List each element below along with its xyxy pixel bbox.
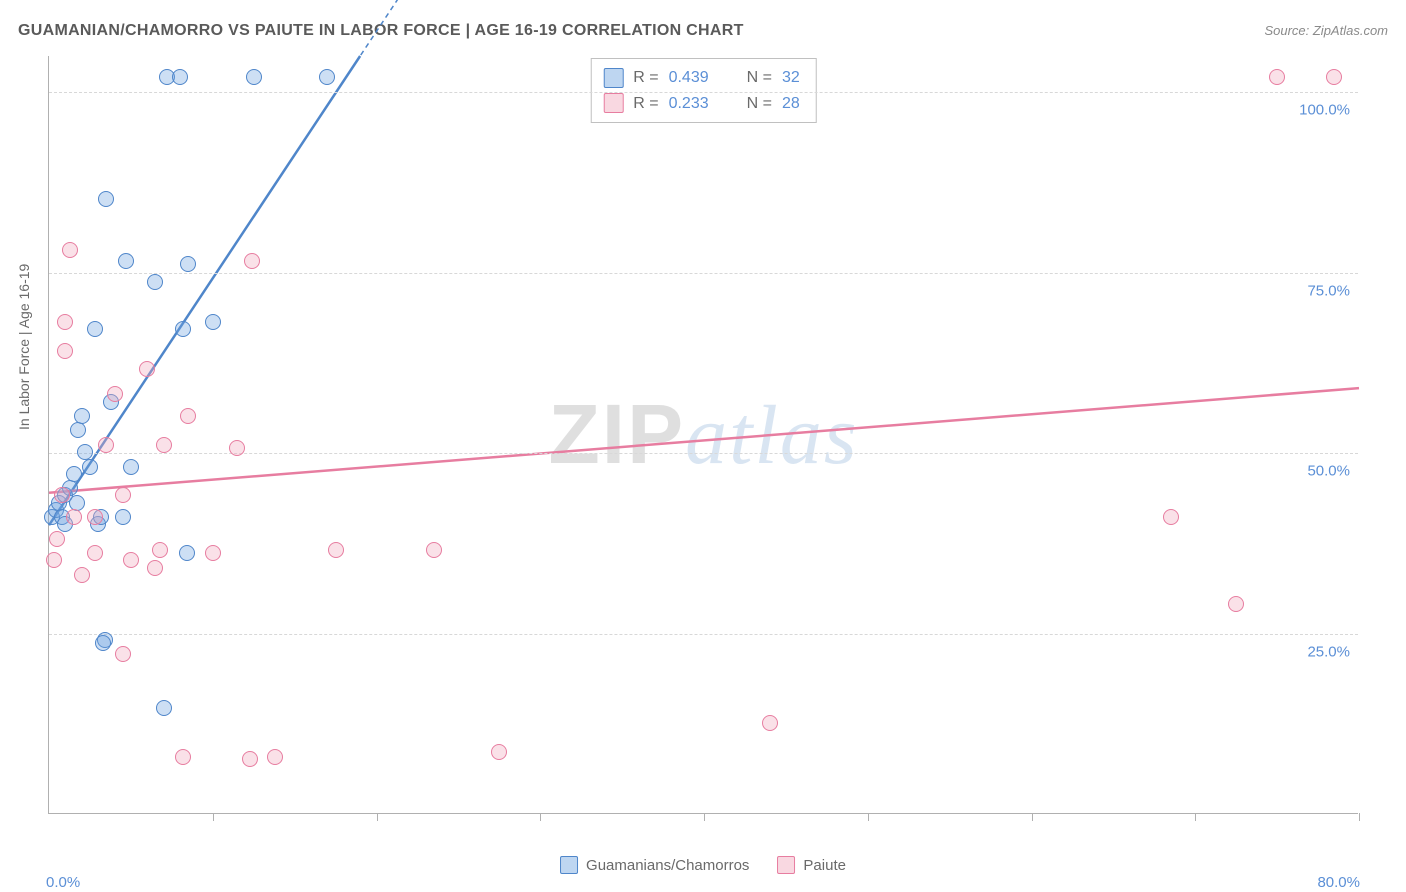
scatter-point	[62, 242, 78, 258]
scatter-point	[180, 256, 196, 272]
scatter-point	[139, 361, 155, 377]
scatter-point	[95, 635, 111, 651]
legend-item: Guamanians/Chamorros	[560, 856, 749, 874]
x-tick	[704, 813, 705, 821]
r-value: 0.439	[669, 65, 709, 91]
x-tick	[1032, 813, 1033, 821]
legend-swatch	[603, 93, 623, 113]
scatter-point	[87, 321, 103, 337]
y-tick-label: 25.0%	[1307, 643, 1350, 660]
scatter-point	[1228, 596, 1244, 612]
scatter-point	[46, 552, 62, 568]
x-tick	[1359, 813, 1360, 821]
scatter-point	[70, 422, 86, 438]
legend-swatch	[560, 856, 578, 874]
x-tick	[868, 813, 869, 821]
legend-swatch	[777, 856, 795, 874]
scatter-point	[98, 437, 114, 453]
legend-label: Guamanians/Chamorros	[586, 857, 749, 874]
scatter-point	[156, 437, 172, 453]
scatter-point	[267, 749, 283, 765]
scatter-point	[179, 545, 195, 561]
scatter-point	[242, 751, 258, 767]
scatter-point	[74, 408, 90, 424]
plot-area: ZIPatlas R =0.439N =32R =0.233N =28 25.0…	[48, 56, 1358, 814]
scatter-point	[762, 715, 778, 731]
correlation-stats-box: R = 0.439 N = 32 R = 0.233 N = 28	[590, 58, 817, 123]
scatter-point	[156, 700, 172, 716]
scatter-point	[82, 459, 98, 475]
scatter-point	[1163, 509, 1179, 525]
scatter-point	[172, 69, 188, 85]
x-axis-min-label: 0.0%	[46, 874, 80, 891]
scatter-point	[1269, 69, 1285, 85]
scatter-point	[205, 545, 221, 561]
scatter-point	[1326, 69, 1342, 85]
legend-item: Paiute	[777, 856, 846, 874]
n-value: 28	[782, 91, 800, 117]
x-tick	[540, 813, 541, 821]
scatter-point	[118, 253, 134, 269]
stats-row: R = 0.439 N = 32	[603, 65, 800, 91]
scatter-point	[107, 386, 123, 402]
scatter-point	[57, 343, 73, 359]
r-label: R =	[633, 65, 658, 91]
scatter-point	[175, 321, 191, 337]
x-tick	[1195, 813, 1196, 821]
scatter-point	[87, 509, 103, 525]
n-label: N =	[747, 91, 772, 117]
scatter-point	[98, 191, 114, 207]
scatter-point	[491, 744, 507, 760]
scatter-point	[66, 509, 82, 525]
scatter-point	[123, 552, 139, 568]
scatter-point	[244, 253, 260, 269]
n-value: 32	[782, 65, 800, 91]
chart-container: GUAMANIAN/CHAMORRO VS PAIUTE IN LABOR FO…	[0, 0, 1406, 892]
scatter-point	[87, 545, 103, 561]
scatter-point	[175, 749, 191, 765]
y-tick-label: 100.0%	[1299, 102, 1350, 119]
y-tick-label: 75.0%	[1307, 282, 1350, 299]
legend-swatch	[603, 68, 623, 88]
scatter-point	[49, 531, 65, 547]
scatter-point	[115, 487, 131, 503]
source-label: Source: ZipAtlas.com	[1264, 23, 1388, 38]
r-label: R =	[633, 91, 658, 117]
x-tick	[377, 813, 378, 821]
trend-line-dashed	[311, 0, 426, 130]
gridline	[49, 92, 1358, 93]
scatter-point	[180, 408, 196, 424]
scatter-point	[123, 459, 139, 475]
scatter-point	[57, 314, 73, 330]
scatter-point	[54, 487, 70, 503]
x-axis-max-label: 80.0%	[1317, 874, 1360, 891]
y-axis-label: In Labor Force | Age 16-19	[16, 264, 32, 430]
gridline	[49, 453, 1358, 454]
scatter-point	[246, 69, 262, 85]
scatter-point	[319, 69, 335, 85]
title-bar: GUAMANIAN/CHAMORRO VS PAIUTE IN LABOR FO…	[18, 22, 1388, 40]
gridline	[49, 273, 1358, 274]
scatter-point	[147, 560, 163, 576]
scatter-point	[328, 542, 344, 558]
scatter-point	[426, 542, 442, 558]
stats-row: R = 0.233 N = 28	[603, 91, 800, 117]
scatter-point	[147, 274, 163, 290]
trend-lines-svg	[49, 56, 1358, 813]
scatter-point	[115, 509, 131, 525]
scatter-point	[205, 314, 221, 330]
y-tick-label: 50.0%	[1307, 463, 1350, 480]
legend-label: Paiute	[803, 857, 846, 874]
scatter-point	[74, 567, 90, 583]
gridline	[49, 634, 1358, 635]
scatter-point	[115, 646, 131, 662]
n-label: N =	[747, 65, 772, 91]
bottom-legend: Guamanians/Chamorros Paiute	[560, 856, 846, 874]
scatter-point	[66, 466, 82, 482]
scatter-point	[152, 542, 168, 558]
r-value: 0.233	[669, 91, 709, 117]
scatter-point	[229, 440, 245, 456]
x-tick	[213, 813, 214, 821]
trend-line	[49, 388, 1359, 493]
